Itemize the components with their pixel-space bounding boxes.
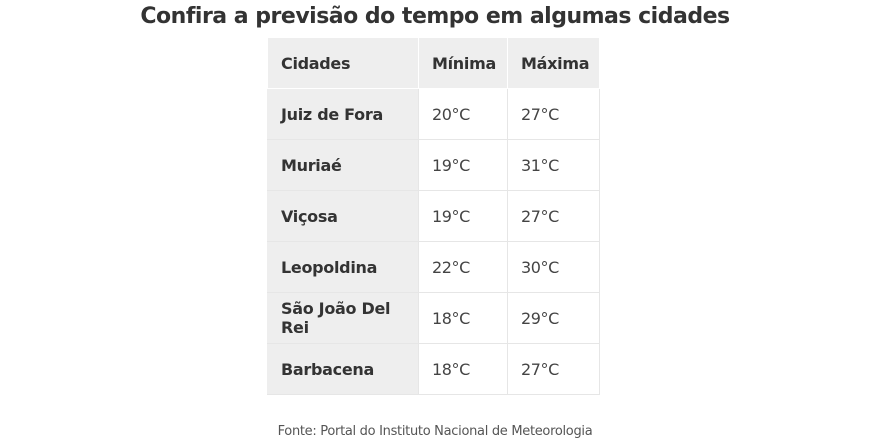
min-temp-cell: 18°C (418, 292, 508, 344)
min-temp-cell: 20°C (418, 88, 508, 140)
city-cell: Viçosa (267, 190, 419, 242)
table-row: Barbacena 18°C 27°C (267, 343, 600, 395)
page-title: Confira a previsão do tempo em algumas c… (140, 4, 730, 29)
max-temp-cell: 27°C (507, 88, 600, 140)
max-temp-cell: 31°C (507, 139, 600, 191)
table-header-row: Cidades Mínima Máxima (267, 37, 600, 89)
max-temp-cell: 27°C (507, 190, 600, 242)
table-row: Leopoldina 22°C 30°C (267, 241, 600, 293)
min-temp-cell: 19°C (418, 139, 508, 191)
city-cell: Barbacena (267, 343, 419, 395)
city-cell: Juiz de Fora (267, 88, 419, 140)
header-cities: Cidades (267, 37, 419, 89)
header-min: Mínima (418, 37, 508, 89)
table-row: Muriaé 19°C 31°C (267, 139, 600, 191)
city-cell: Muriaé (267, 139, 419, 191)
min-temp-cell: 22°C (418, 241, 508, 293)
min-temp-cell: 19°C (418, 190, 508, 242)
max-temp-cell: 30°C (507, 241, 600, 293)
table-row: Viçosa 19°C 27°C (267, 190, 600, 242)
max-temp-cell: 29°C (507, 292, 600, 344)
max-temp-cell: 27°C (507, 343, 600, 395)
header-max: Máxima (507, 37, 600, 89)
min-temp-cell: 18°C (418, 343, 508, 395)
city-cell: Leopoldina (267, 241, 419, 293)
table-row: Juiz de Fora 20°C 27°C (267, 88, 600, 140)
source-note: Fonte: Portal do Instituto Nacional de M… (277, 424, 593, 439)
city-cell: São João Del Rei (267, 292, 419, 344)
forecast-table: Cidades Mínima Máxima Juiz de Fora 20°C 27… (267, 37, 600, 395)
table-row: São João Del Rei 18°C 29°C (267, 292, 600, 344)
